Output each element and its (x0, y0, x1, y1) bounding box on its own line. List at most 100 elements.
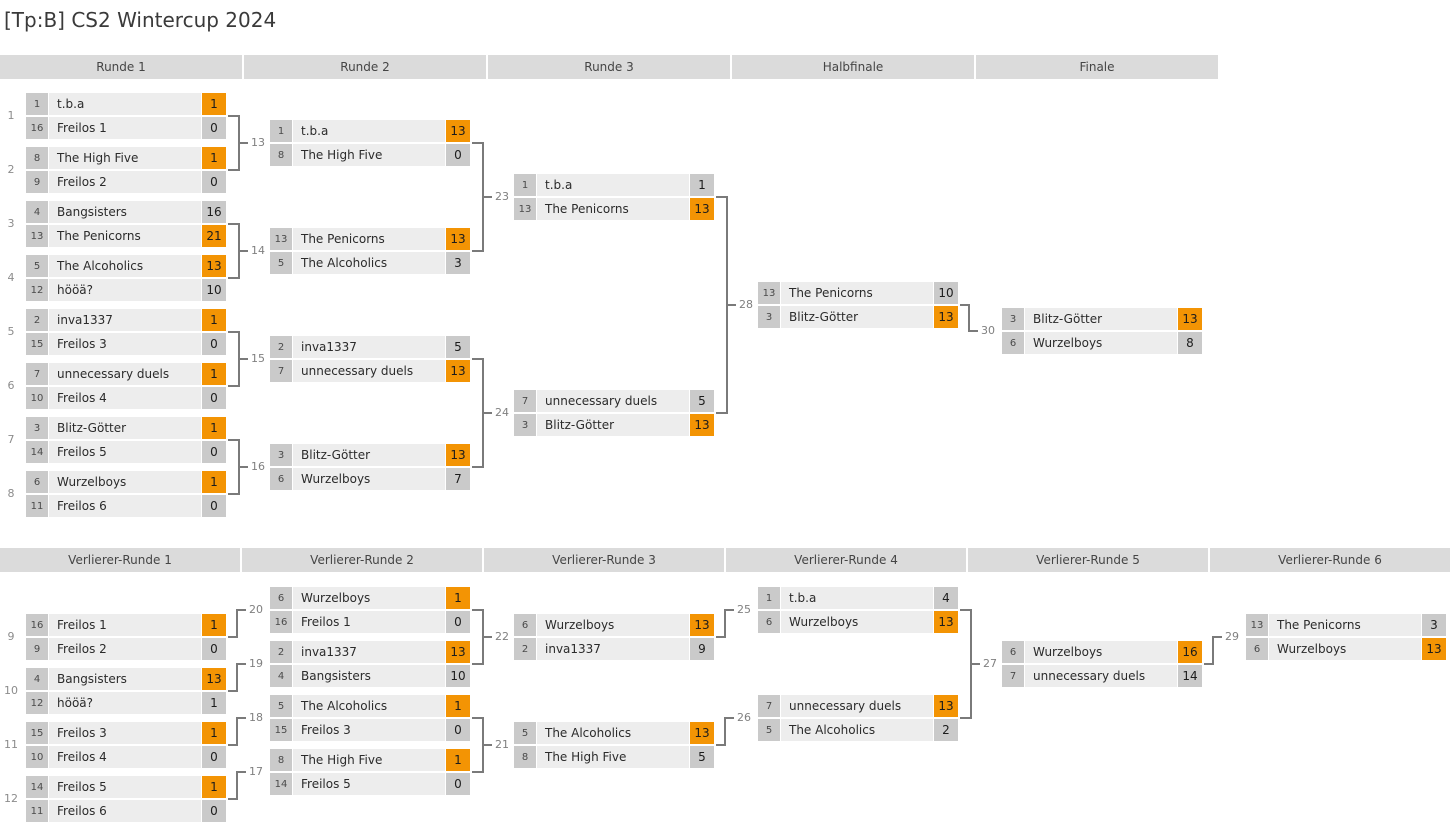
connector-line (228, 277, 238, 279)
connector-line (716, 196, 726, 198)
seed-badge: 5 (270, 252, 292, 274)
seed-badge: 1 (26, 93, 48, 115)
seed-badge: 8 (514, 746, 536, 768)
score-badge: 4 (934, 587, 958, 609)
match[interactable]: 13 The Penicorns 13 5 The Alcoholics 3 (270, 228, 470, 274)
connector-line (726, 196, 728, 414)
seed-badge: 7 (514, 390, 536, 412)
match[interactable]: 7 unnecessary duels 13 5 The Alcoholics 2 (758, 695, 958, 741)
match[interactable]: 4 Bangsisters 16 13 The Penicorns 21 (26, 201, 226, 247)
seed-badge: 8 (270, 749, 292, 771)
team-name: Wurzelboys (49, 471, 201, 493)
match[interactable]: 1 t.b.a 4 6 Wurzelboys 13 (758, 587, 958, 633)
match-number-label: 23 (495, 190, 509, 203)
seed-badge: 3 (758, 306, 780, 328)
score-badge: 14 (1178, 665, 1202, 687)
match[interactable]: 13 The Penicorns 3 6 Wurzelboys 13 (1246, 614, 1446, 660)
match[interactable]: 5 The Alcoholics 13 8 The High Five 5 (514, 722, 714, 768)
connector-line (972, 663, 980, 665)
match[interactable]: 1 t.b.a 13 8 The High Five 0 (270, 120, 470, 166)
match[interactable]: 2 inva1337 13 4 Bangsisters 10 (270, 641, 470, 687)
match[interactable]: 5 The Alcoholics 13 12 hööä? 10 (26, 255, 226, 301)
tournament-title: [Tp:B] CS2 Wintercup 2024 (4, 8, 277, 32)
round-header: Verlierer-Runde 1 (0, 548, 240, 572)
team-row: 8 The High Five 5 (514, 746, 714, 768)
match-number-label: 22 (495, 630, 509, 643)
round-header: Verlierer-Runde 2 (242, 548, 482, 572)
connector-line (482, 717, 484, 773)
score-badge-winner: 1 (202, 722, 226, 744)
score-badge: 0 (446, 611, 470, 633)
match[interactable]: 6 Wurzelboys 16 7 unnecessary duels 14 (1002, 641, 1202, 687)
match-number-label: 29 (1225, 630, 1239, 643)
team-row: 1 t.b.a 1 (26, 93, 226, 115)
match-number-label: 13 (251, 136, 265, 149)
seed-badge: 10 (26, 746, 48, 768)
match[interactable]: 4 Bangsisters 13 12 hööä? 1 (26, 668, 226, 714)
team-name: Wurzelboys (1025, 332, 1177, 354)
seed-badge: 5 (26, 255, 48, 277)
team-name: Freilos 3 (49, 722, 201, 744)
team-row: 8 The High Five 1 (270, 749, 470, 771)
team-row: 7 unnecessary duels 1 (26, 363, 226, 385)
match[interactable]: 3 Blitz-Götter 13 6 Wurzelboys 8 (1002, 308, 1202, 354)
score-badge-winner: 13 (934, 695, 958, 717)
team-name: The Penicorns (49, 225, 201, 247)
connector-line (726, 609, 734, 611)
score-badge-winner: 1 (202, 776, 226, 798)
match[interactable]: 13 The Penicorns 10 3 Blitz-Götter 13 (758, 282, 958, 328)
seed-badge: 2 (270, 641, 292, 663)
team-row: 1 t.b.a 1 (514, 174, 714, 196)
connector-line (1214, 636, 1222, 638)
seed-badge: 7 (758, 695, 780, 717)
team-name: The Alcoholics (537, 722, 689, 744)
team-name: inva1337 (537, 638, 689, 660)
match[interactable]: 2 inva1337 5 7 unnecessary duels 13 (270, 336, 470, 382)
score-badge-winner: 1 (202, 417, 226, 439)
seed-badge: 15 (26, 333, 48, 355)
match-number: 2 (7, 163, 15, 176)
match-number: 5 (7, 325, 15, 338)
score-badge-winner: 16 (1178, 641, 1202, 663)
connector-line (482, 142, 484, 252)
connector-line (240, 250, 248, 252)
score-badge-winner: 13 (690, 198, 714, 220)
match-number-label: 28 (739, 298, 753, 311)
match[interactable]: 6 Wurzelboys 13 2 inva1337 9 (514, 614, 714, 660)
team-name: Bangsisters (49, 668, 201, 690)
match[interactable]: 1 t.b.a 1 13 The Penicorns 13 (514, 174, 714, 220)
connector-line (472, 250, 482, 252)
score-badge: 0 (202, 800, 226, 822)
score-badge: 5 (690, 746, 714, 768)
match[interactable]: 3 Blitz-Götter 13 6 Wurzelboys 7 (270, 444, 470, 490)
score-badge: 0 (446, 144, 470, 166)
connector-line (228, 798, 236, 800)
connector-line (970, 330, 978, 332)
seed-badge: 6 (1246, 638, 1268, 660)
seed-badge: 16 (270, 611, 292, 633)
connector-line (238, 115, 240, 171)
score-badge-winner: 1 (446, 587, 470, 609)
seed-badge: 5 (758, 719, 780, 741)
team-name: The High Five (49, 147, 201, 169)
score-badge: 16 (202, 201, 226, 223)
team-name: The Alcoholics (293, 252, 445, 274)
connector-line (484, 744, 492, 746)
team-name: Freilos 1 (49, 614, 201, 636)
match[interactable]: 7 unnecessary duels 5 3 Blitz-Götter 13 (514, 390, 714, 436)
